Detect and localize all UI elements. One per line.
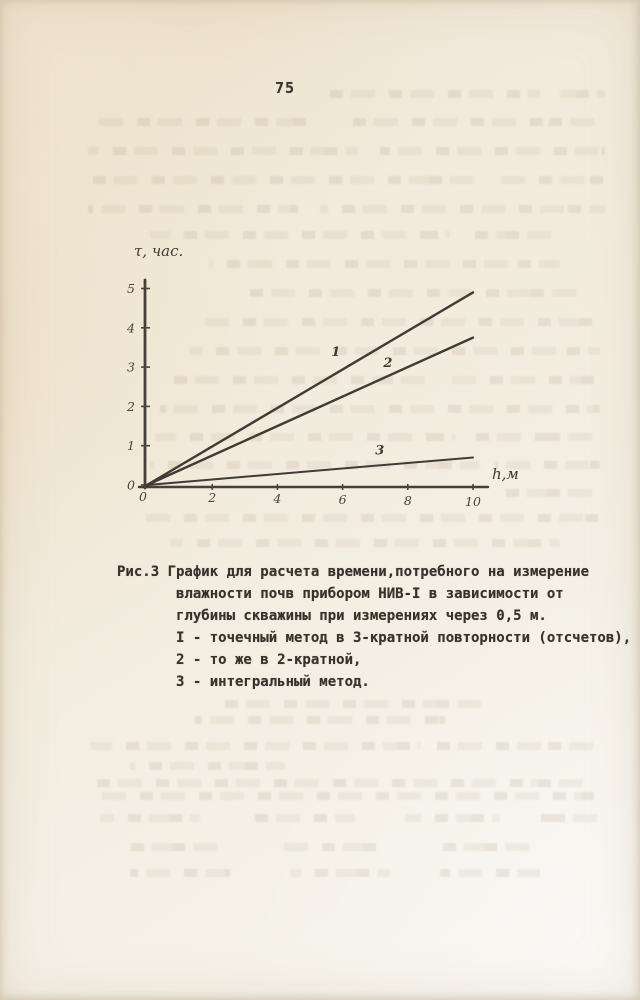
bleedthrough-line [95,792,595,800]
y-tick-label: 2 [126,399,135,414]
bleedthrough-line [130,869,230,877]
bleedthrough-line [470,433,600,441]
bleedthrough-line [215,700,485,708]
bleedthrough-line [140,514,600,522]
series-line-3 [146,456,474,486]
bleedthrough-line [165,376,430,384]
bleedthrough-line [330,90,540,98]
bleedthrough-line [290,869,390,877]
y-tick-label: 1 [127,438,135,453]
bleedthrough-line [100,814,200,822]
x-tick-label: 4 [272,491,281,506]
caption-line: 3 - интегральный метод. [176,674,370,690]
bleedthrough-line [120,843,220,851]
y-axis-title: τ, час. [134,242,183,260]
bleedthrough-line [160,405,600,413]
figure-caption: Рис.3 График для расчета времени,потребн… [117,561,640,693]
caption-line: I - точечный метод в 3-кратной повторнос… [176,630,632,646]
caption-line: глубины скважины при измерениях через 0,… [176,608,547,624]
bleedthrough-line [88,147,358,155]
bleedthrough-line [505,489,605,497]
bleedthrough-line [195,716,445,724]
caption-line: 2 - то же в 2-кратной, [176,652,362,668]
bleedthrough-line [88,205,298,213]
page-number: 75 [275,79,296,97]
bleedthrough-line [85,176,480,184]
bleedthrough-line [95,118,310,126]
bleedthrough-line [440,869,540,877]
series-line-2 [145,336,475,487]
bleedthrough-line [380,147,605,155]
bleedthrough-line [430,843,530,851]
bleedthrough-line [190,347,600,355]
x-tick-label: 6 [339,492,347,507]
bleedthrough-line [95,779,595,787]
bleedthrough-line [155,433,455,441]
bleedthrough-line [250,289,590,297]
bleedthrough-line [320,205,605,213]
caption-line: Рис.3 График для расчета времени,потребн… [117,564,590,580]
series-line-1 [145,291,475,487]
bleedthrough-line [210,260,560,268]
bleedthrough-line [405,814,500,822]
bleedthrough-line [170,539,560,547]
series-label-2: 2 [382,356,392,371]
bleedthrough-line [150,461,480,469]
x-tick-label: 0 [139,489,147,504]
x-tick-label: 8 [404,493,412,508]
y-tick-label: 5 [127,281,135,296]
figure-3-chart: τ, час. h,м 0 1 2 3 4 5 0 2 4 6 8 10 1 2 3 [110,238,540,516]
x-axis-title: h,м [492,465,519,483]
caption-line: влажности почв прибором НИВ-I в зависимо… [176,586,564,602]
bleedthrough-line [430,742,600,750]
bleedthrough-line [200,318,595,326]
bleedthrough-line [495,461,600,469]
series-label-3: 3 [375,443,384,458]
x-tick-label: 2 [207,490,216,505]
bleedthrough-line [500,176,610,184]
bleedthrough-line [450,376,600,384]
bleedthrough-line [130,762,285,770]
bleedthrough-line [90,742,420,750]
y-tick-label: 0 [127,478,135,493]
x-tick-label: 10 [465,494,481,509]
bleedthrough-line [150,231,450,239]
series-label-1: 1 [331,345,340,360]
bleedthrough-line [255,814,355,822]
y-tick-label: 4 [126,320,135,335]
bleedthrough-line [340,118,595,126]
bleedthrough-line [540,814,610,822]
bleedthrough-line [470,231,560,239]
y-tick-label: 3 [127,360,135,375]
bleedthrough-line [280,843,380,851]
bleedthrough-line [560,90,605,98]
